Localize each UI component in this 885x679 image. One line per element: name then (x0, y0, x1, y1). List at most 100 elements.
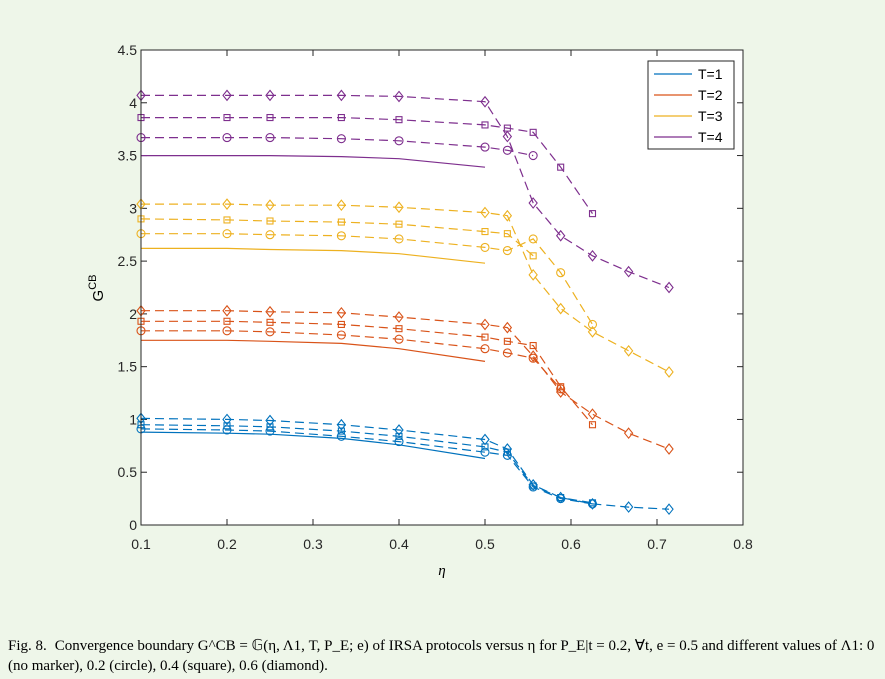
data-point-square (337, 320, 345, 328)
data-point-diamond (480, 433, 490, 446)
data-point-circle (528, 353, 538, 363)
x-tick-label: 0.8 (733, 536, 753, 552)
data-point-circle (394, 437, 404, 447)
data-point-square (481, 333, 489, 341)
data-point-circle (556, 384, 566, 394)
data-point-circle (222, 326, 232, 336)
data-point-circle (265, 230, 275, 240)
x-tick-label: 0.3 (303, 536, 323, 552)
data-point-square (266, 217, 274, 225)
data-point-circle (336, 231, 346, 241)
data-point-diamond (394, 201, 404, 214)
data-point-diamond (222, 304, 232, 317)
series-line-t2-circle (141, 330, 562, 390)
data-point-circle (528, 234, 538, 244)
data-point-circle (556, 268, 566, 278)
data-point-diamond (394, 424, 404, 436)
series-line-t4-none (141, 155, 486, 168)
data-point-circle (265, 327, 275, 337)
x-tick-label: 0.6 (561, 536, 581, 552)
y-tick-label: 2.5 (118, 253, 138, 269)
y-tick-label: 4.5 (118, 42, 138, 58)
data-point-diamond (587, 249, 598, 262)
data-point-square (557, 383, 565, 391)
y-tick-label: 3 (129, 200, 137, 216)
data-point-diamond (623, 265, 634, 278)
data-point-square (588, 210, 597, 218)
data-point-diamond (394, 311, 404, 323)
data-point-diamond (587, 408, 598, 421)
legend-label: T=3 (698, 108, 723, 124)
series-line-t1-none (140, 431, 486, 460)
series-line-t1-diamond (140, 417, 670, 510)
data-point-circle (222, 229, 232, 239)
plot-area (141, 50, 743, 525)
data-point-diamond (336, 418, 347, 431)
data-point-diamond (480, 95, 490, 108)
data-point-square (223, 422, 231, 430)
data-point-diamond (555, 491, 566, 504)
data-point-circle (480, 142, 490, 152)
x-tick-label: 0.1 (131, 536, 151, 552)
series-line-t2-none (141, 339, 486, 362)
data-point-diamond (265, 305, 275, 318)
data-point-square (395, 432, 403, 440)
x-axis-label: η (438, 563, 445, 579)
data-point-diamond (222, 89, 232, 102)
series-line-t1-circle (140, 428, 593, 505)
data-point-diamond (265, 414, 275, 427)
data-point-circle (502, 246, 512, 256)
data-point-square (557, 163, 565, 171)
data-point-square (266, 318, 274, 326)
y-tick-label: 2 (129, 306, 137, 322)
data-point-diamond (222, 198, 232, 210)
series-line-t2-diamond (141, 310, 670, 450)
caption-text: Convergence boundary G^CB = 𝔾(η, Λ1, T, … (8, 638, 875, 674)
data-point-diamond (623, 501, 634, 513)
y-tick-label: 0.5 (118, 464, 138, 480)
data-point-diamond (336, 199, 347, 212)
legend: T=1 T=2 T=3 T=4 (647, 60, 735, 150)
data-point-circle (222, 133, 232, 143)
data-point-square (223, 317, 231, 325)
data-point-diamond (664, 443, 674, 455)
data-point-circle (502, 145, 512, 155)
series-line-t2-square (141, 320, 593, 426)
data-point-diamond (555, 229, 566, 242)
data-point-diamond (502, 130, 513, 143)
y-axis-label-sup: CB (87, 275, 99, 290)
data-point-diamond (502, 443, 513, 455)
data-point-square (529, 342, 537, 350)
data-point-square (223, 114, 231, 122)
data-point-circle (336, 134, 346, 144)
x-tick-label: 0.2 (217, 536, 237, 552)
data-point-diamond (528, 197, 538, 209)
data-point-diamond (555, 386, 566, 398)
data-point-diamond (623, 344, 634, 357)
legend-label: T=2 (698, 87, 723, 103)
series-line-t4-circle (141, 137, 534, 157)
data-point-circle (394, 334, 404, 344)
data-point-circle (502, 450, 512, 460)
caption-label: Fig. 8. (8, 638, 47, 654)
series-line-t4-diamond (141, 94, 670, 289)
y-tick-label: 3.5 (118, 148, 138, 164)
data-point-square (266, 114, 274, 122)
data-point-square (481, 121, 489, 129)
series-line-t3-diamond (141, 203, 670, 373)
data-point-diamond (502, 321, 513, 334)
series-line-t4-square (141, 116, 593, 214)
x-tick-label: 0.4 (389, 536, 409, 552)
x-tick-label: 0.7 (647, 536, 667, 552)
series-line-t3-circle (141, 233, 594, 325)
data-point-circle (336, 330, 346, 340)
legend-label: T=1 (698, 66, 723, 82)
data-point-diamond (394, 90, 404, 103)
figure-caption: Fig. 8. Convergence boundary G^CB = 𝔾(η, … (8, 636, 882, 676)
data-point-diamond (555, 302, 566, 315)
data-point-square (395, 116, 403, 124)
y-tick-label: 4 (129, 95, 137, 111)
data-point-circle (502, 348, 512, 358)
y-tick-label: 0 (129, 517, 137, 533)
series-line-t3-square (140, 218, 534, 257)
